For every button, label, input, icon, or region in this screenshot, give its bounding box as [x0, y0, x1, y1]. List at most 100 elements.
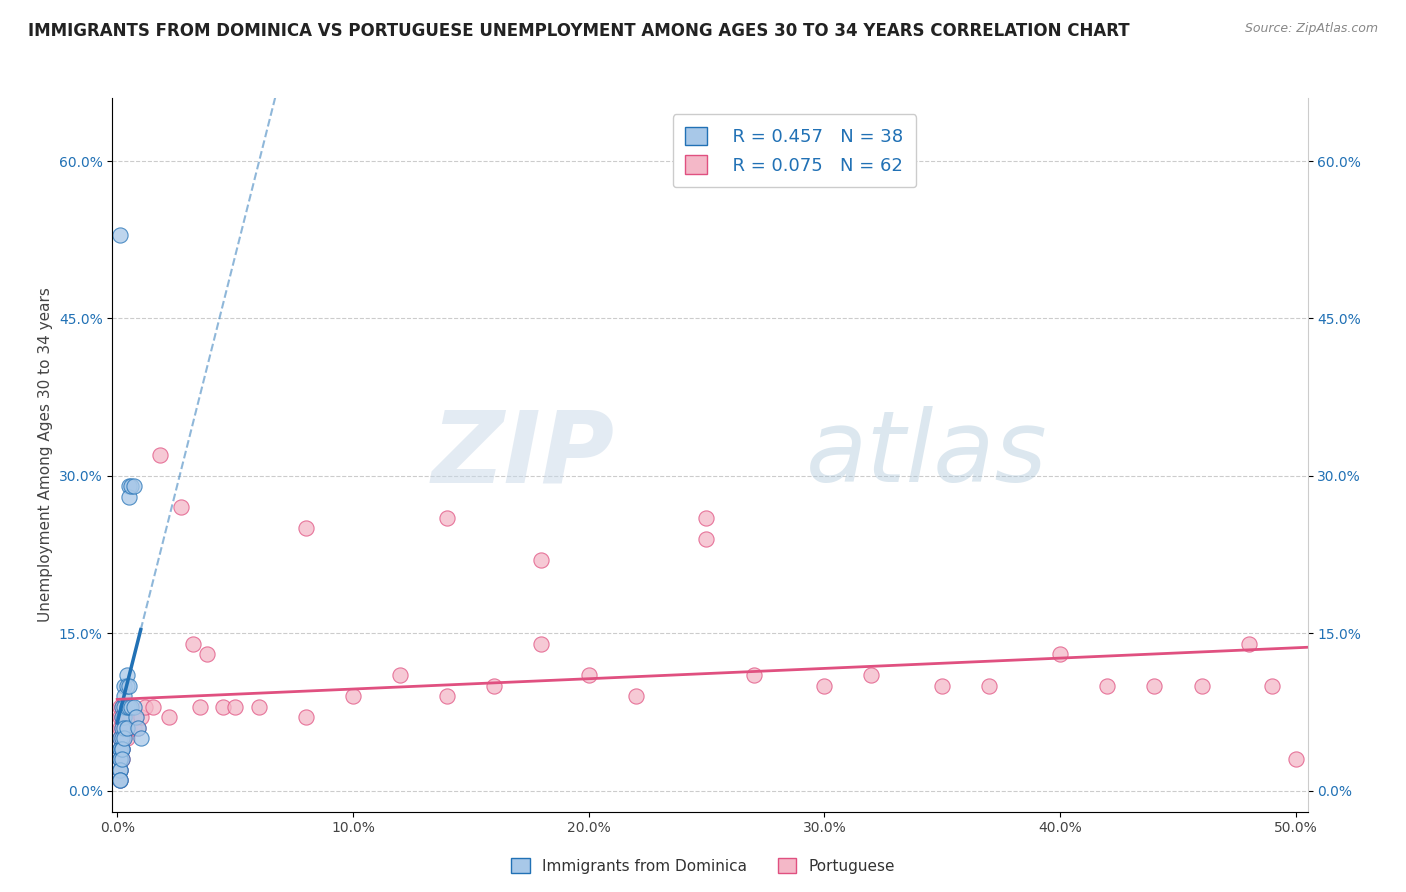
Point	[122, 699, 145, 714]
Point	[1049, 648, 1071, 662]
Point	[142, 699, 165, 714]
Point	[111, 741, 134, 756]
Point	[112, 699, 135, 714]
Point	[108, 731, 131, 746]
Point	[111, 699, 134, 714]
Point	[530, 553, 553, 567]
Point	[111, 710, 134, 724]
Point	[108, 763, 131, 777]
Point	[127, 721, 149, 735]
Point	[125, 710, 148, 724]
Point	[108, 731, 131, 746]
Point	[111, 741, 134, 756]
Point	[342, 690, 364, 704]
Point	[108, 752, 131, 766]
Point	[624, 690, 647, 704]
Point	[115, 668, 138, 682]
Point	[111, 710, 134, 724]
Point	[111, 752, 134, 766]
Point	[111, 721, 134, 735]
Point	[108, 741, 131, 756]
Point	[111, 721, 134, 735]
Point	[181, 637, 204, 651]
Point	[436, 511, 458, 525]
Point	[118, 699, 141, 714]
Point	[112, 699, 135, 714]
Point	[129, 710, 152, 724]
Point	[125, 710, 148, 724]
Point	[108, 227, 131, 242]
Point	[120, 710, 142, 724]
Point	[247, 699, 270, 714]
Point	[111, 731, 134, 746]
Point	[813, 679, 835, 693]
Point	[530, 637, 553, 651]
Point	[294, 710, 316, 724]
Point	[120, 699, 142, 714]
Point	[120, 479, 142, 493]
Point	[108, 763, 131, 777]
Point	[112, 690, 135, 704]
Point	[1261, 679, 1284, 693]
Point	[108, 773, 131, 788]
Point	[112, 710, 135, 724]
Point	[115, 721, 138, 735]
Text: atlas: atlas	[806, 407, 1047, 503]
Point	[860, 668, 883, 682]
Point	[224, 699, 246, 714]
Point	[112, 721, 135, 735]
Text: IMMIGRANTS FROM DOMINICA VS PORTUGUESE UNEMPLOYMENT AMONG AGES 30 TO 34 YEARS CO: IMMIGRANTS FROM DOMINICA VS PORTUGUESE U…	[28, 22, 1130, 40]
Point	[484, 679, 506, 693]
Point	[112, 721, 135, 735]
Point	[294, 521, 316, 535]
Point	[108, 752, 131, 766]
Point	[931, 679, 953, 693]
Y-axis label: Unemployment Among Ages 30 to 34 years: Unemployment Among Ages 30 to 34 years	[38, 287, 53, 623]
Point	[112, 731, 135, 746]
Point	[115, 731, 138, 746]
Point	[157, 710, 180, 724]
Point	[1285, 752, 1308, 766]
Point	[115, 699, 138, 714]
Point	[108, 773, 131, 788]
Point	[695, 511, 717, 525]
Point	[108, 721, 131, 735]
Point	[118, 710, 141, 724]
Point	[111, 731, 134, 746]
Point	[436, 690, 458, 704]
Point	[115, 679, 138, 693]
Point	[134, 699, 156, 714]
Point	[1095, 679, 1118, 693]
Point	[108, 741, 131, 756]
Point	[108, 763, 131, 777]
Point	[149, 448, 172, 462]
Point	[122, 721, 145, 735]
Text: Source: ZipAtlas.com: Source: ZipAtlas.com	[1244, 22, 1378, 36]
Legend: Immigrants from Dominica, Portuguese: Immigrants from Dominica, Portuguese	[505, 852, 901, 880]
Point	[112, 679, 135, 693]
Point	[111, 741, 134, 756]
Point	[695, 532, 717, 546]
Point	[108, 699, 131, 714]
Point	[979, 679, 1001, 693]
Point	[118, 479, 141, 493]
Point	[118, 490, 141, 504]
Point	[118, 679, 141, 693]
Point	[170, 500, 193, 515]
Point	[108, 741, 131, 756]
Point	[1237, 637, 1260, 651]
Point	[129, 731, 152, 746]
Text: ZIP: ZIP	[432, 407, 614, 503]
Legend:   R = 0.457   N = 38,   R = 0.075   N = 62: R = 0.457 N = 38, R = 0.075 N = 62	[672, 114, 917, 187]
Point	[112, 731, 135, 746]
Point	[212, 699, 235, 714]
Point	[188, 699, 211, 714]
Point	[195, 648, 218, 662]
Point	[389, 668, 412, 682]
Point	[108, 773, 131, 788]
Point	[108, 752, 131, 766]
Point	[108, 710, 131, 724]
Point	[1143, 679, 1166, 693]
Point	[122, 479, 145, 493]
Point	[111, 699, 134, 714]
